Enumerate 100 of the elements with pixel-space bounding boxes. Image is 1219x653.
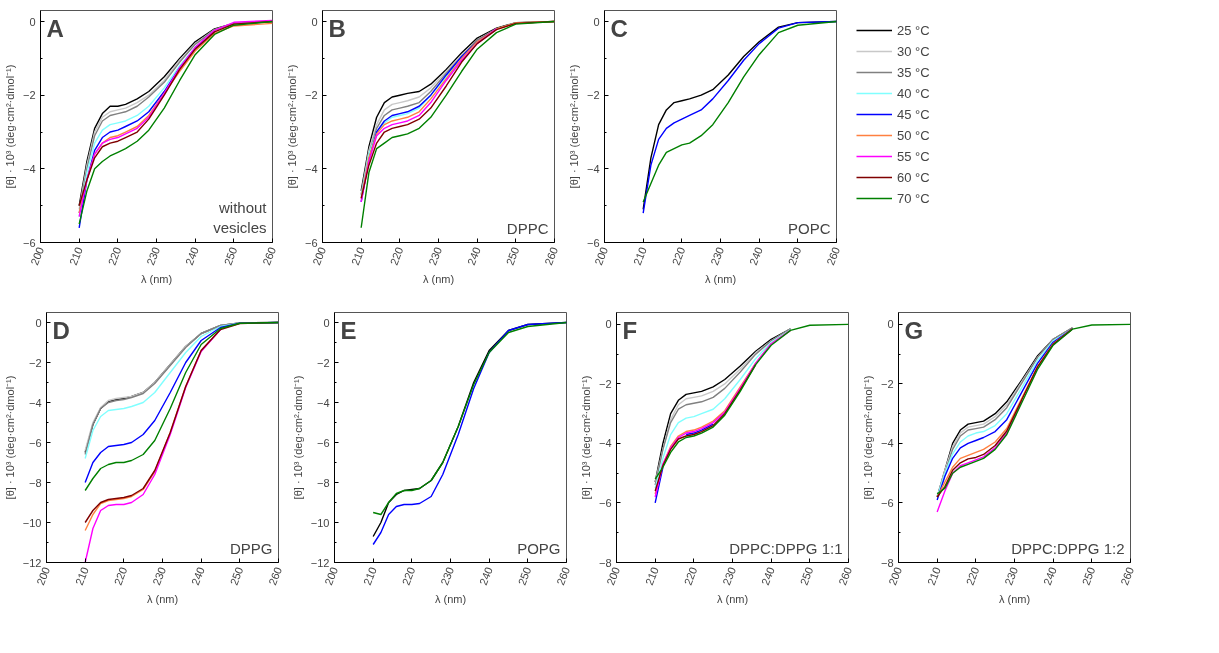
y-tick-label: −6	[880, 496, 894, 509]
x-tick-label: 230	[708, 245, 727, 267]
x-tick-label: 250	[221, 245, 240, 267]
x-tick-label: 240	[188, 565, 207, 587]
y-tick-label: −10	[22, 516, 42, 529]
x-tick-label: 260	[542, 245, 561, 267]
x-axis-title: λ (nm)	[434, 592, 467, 605]
y-tick-label: 0	[605, 318, 612, 331]
x-axis-title: λ (nm)	[704, 272, 737, 285]
x-tick-label: 230	[150, 565, 169, 587]
x-tick-label: 220	[105, 245, 124, 267]
x-tick-label: 210	[630, 245, 649, 267]
x-tick-label: 230	[426, 245, 445, 267]
y-tick-label: −6	[586, 236, 600, 249]
y-tick-label: −12	[310, 556, 330, 569]
y-tick-label: −8	[880, 556, 894, 569]
y-tick-label: −4	[586, 162, 600, 175]
x-axis-title: λ (nm)	[146, 592, 179, 605]
x-tick-label: 240	[182, 245, 201, 267]
chart-title: E	[340, 316, 357, 344]
x-tick-label: 250	[515, 565, 534, 587]
chart-title: D	[52, 316, 70, 344]
y-axis-title: [θ] · 10³ (deg·cm²·dmol⁻¹)	[567, 64, 580, 189]
x-tick-label: 210	[72, 565, 91, 587]
x-tick-label: 220	[387, 245, 406, 267]
y-tick-label: −2	[586, 89, 600, 102]
x-tick-label: 230	[1002, 565, 1021, 587]
x-axis-title: λ (nm)	[998, 592, 1031, 605]
y-tick-label: −4	[598, 437, 612, 450]
x-axis-title: λ (nm)	[140, 272, 173, 285]
x-tick-label: 240	[464, 245, 483, 267]
legend-label: 50 °C	[897, 127, 930, 143]
y-tick-label: −2	[598, 377, 612, 390]
x-tick-label: 260	[554, 565, 573, 587]
y-tick-label: −6	[22, 236, 36, 249]
x-tick-label: 250	[503, 245, 522, 267]
y-axis-title: [θ] · 10³ (deg·cm²·dmol⁻¹)	[579, 375, 592, 500]
x-tick-label: 210	[66, 245, 85, 267]
y-tick-label: −2	[28, 356, 42, 369]
y-tick-label: −4	[880, 437, 894, 450]
y-tick-label: −10	[310, 516, 330, 529]
y-tick-label: −4	[304, 162, 318, 175]
chart-title: A	[46, 14, 64, 42]
x-tick-label: 260	[260, 245, 279, 267]
x-tick-label: 230	[144, 245, 163, 267]
annotation: POPG	[517, 539, 561, 557]
annotation: DPPG	[229, 539, 273, 557]
x-tick-label: 250	[1079, 565, 1098, 587]
chart-title: G	[904, 316, 924, 344]
chart-title: F	[622, 316, 638, 344]
x-tick-label: 250	[797, 565, 816, 587]
y-axis-title: [θ] · 10³ (deg·cm²·dmol⁻¹)	[285, 64, 298, 189]
y-tick-label: −2	[316, 356, 330, 369]
y-tick-label: 0	[323, 316, 330, 329]
x-tick-label: 240	[758, 565, 777, 587]
legend-label: 70 °C	[897, 190, 930, 206]
y-tick-label: 0	[35, 316, 42, 329]
annotation: without vesicles	[213, 199, 268, 237]
x-tick-label: 230	[720, 565, 739, 587]
y-tick-label: −2	[22, 89, 36, 102]
legend-label: 45 °C	[897, 106, 930, 122]
x-tick-label: 240	[1040, 565, 1059, 587]
x-tick-label: 240	[746, 245, 765, 267]
legend-label: 35 °C	[897, 64, 930, 80]
annotation: DPPC:DPPG 1:1	[729, 539, 843, 557]
x-tick-label: 210	[924, 565, 943, 587]
x-tick-label: 220	[963, 565, 982, 587]
annotation: DPPC:DPPG 1:2	[1011, 539, 1125, 557]
legend-label: 25 °C	[897, 22, 930, 38]
y-tick-label: 0	[887, 318, 894, 331]
annotation: DPPC	[506, 219, 549, 237]
x-tick-label: 210	[360, 565, 379, 587]
y-tick-label: −8	[316, 476, 330, 489]
y-tick-label: 0	[29, 15, 36, 28]
legend-label: 30 °C	[897, 43, 930, 59]
chart-title: C	[610, 14, 628, 42]
x-tick-label: 220	[399, 565, 418, 587]
x-axis-title: λ (nm)	[716, 592, 749, 605]
x-tick-label: 250	[227, 565, 246, 587]
chart-title: B	[328, 14, 346, 42]
y-axis-title: [θ] · 10³ (deg·cm²·dmol⁻¹)	[3, 64, 16, 189]
y-axis-title: [θ] · 10³ (deg·cm²·dmol⁻¹)	[861, 375, 874, 500]
y-tick-label: 0	[593, 15, 600, 28]
legend-label: 55 °C	[897, 148, 930, 164]
y-axis-title: [θ] · 10³ (deg·cm²·dmol⁻¹)	[3, 375, 16, 500]
x-tick-label: 260	[266, 565, 285, 587]
x-tick-label: 260	[1118, 565, 1137, 587]
y-tick-label: −8	[28, 476, 42, 489]
y-tick-label: −4	[22, 162, 36, 175]
y-tick-label: 0	[311, 15, 318, 28]
y-tick-label: −12	[22, 556, 42, 569]
x-tick-label: 220	[111, 565, 130, 587]
x-tick-label: 210	[348, 245, 367, 267]
legend-label: 40 °C	[897, 85, 930, 101]
x-axis-title: λ (nm)	[422, 272, 455, 285]
y-tick-label: −6	[598, 496, 612, 509]
x-tick-label: 220	[681, 565, 700, 587]
y-tick-label: −4	[316, 396, 330, 409]
y-tick-label: −6	[28, 436, 42, 449]
x-tick-label: 250	[785, 245, 804, 267]
